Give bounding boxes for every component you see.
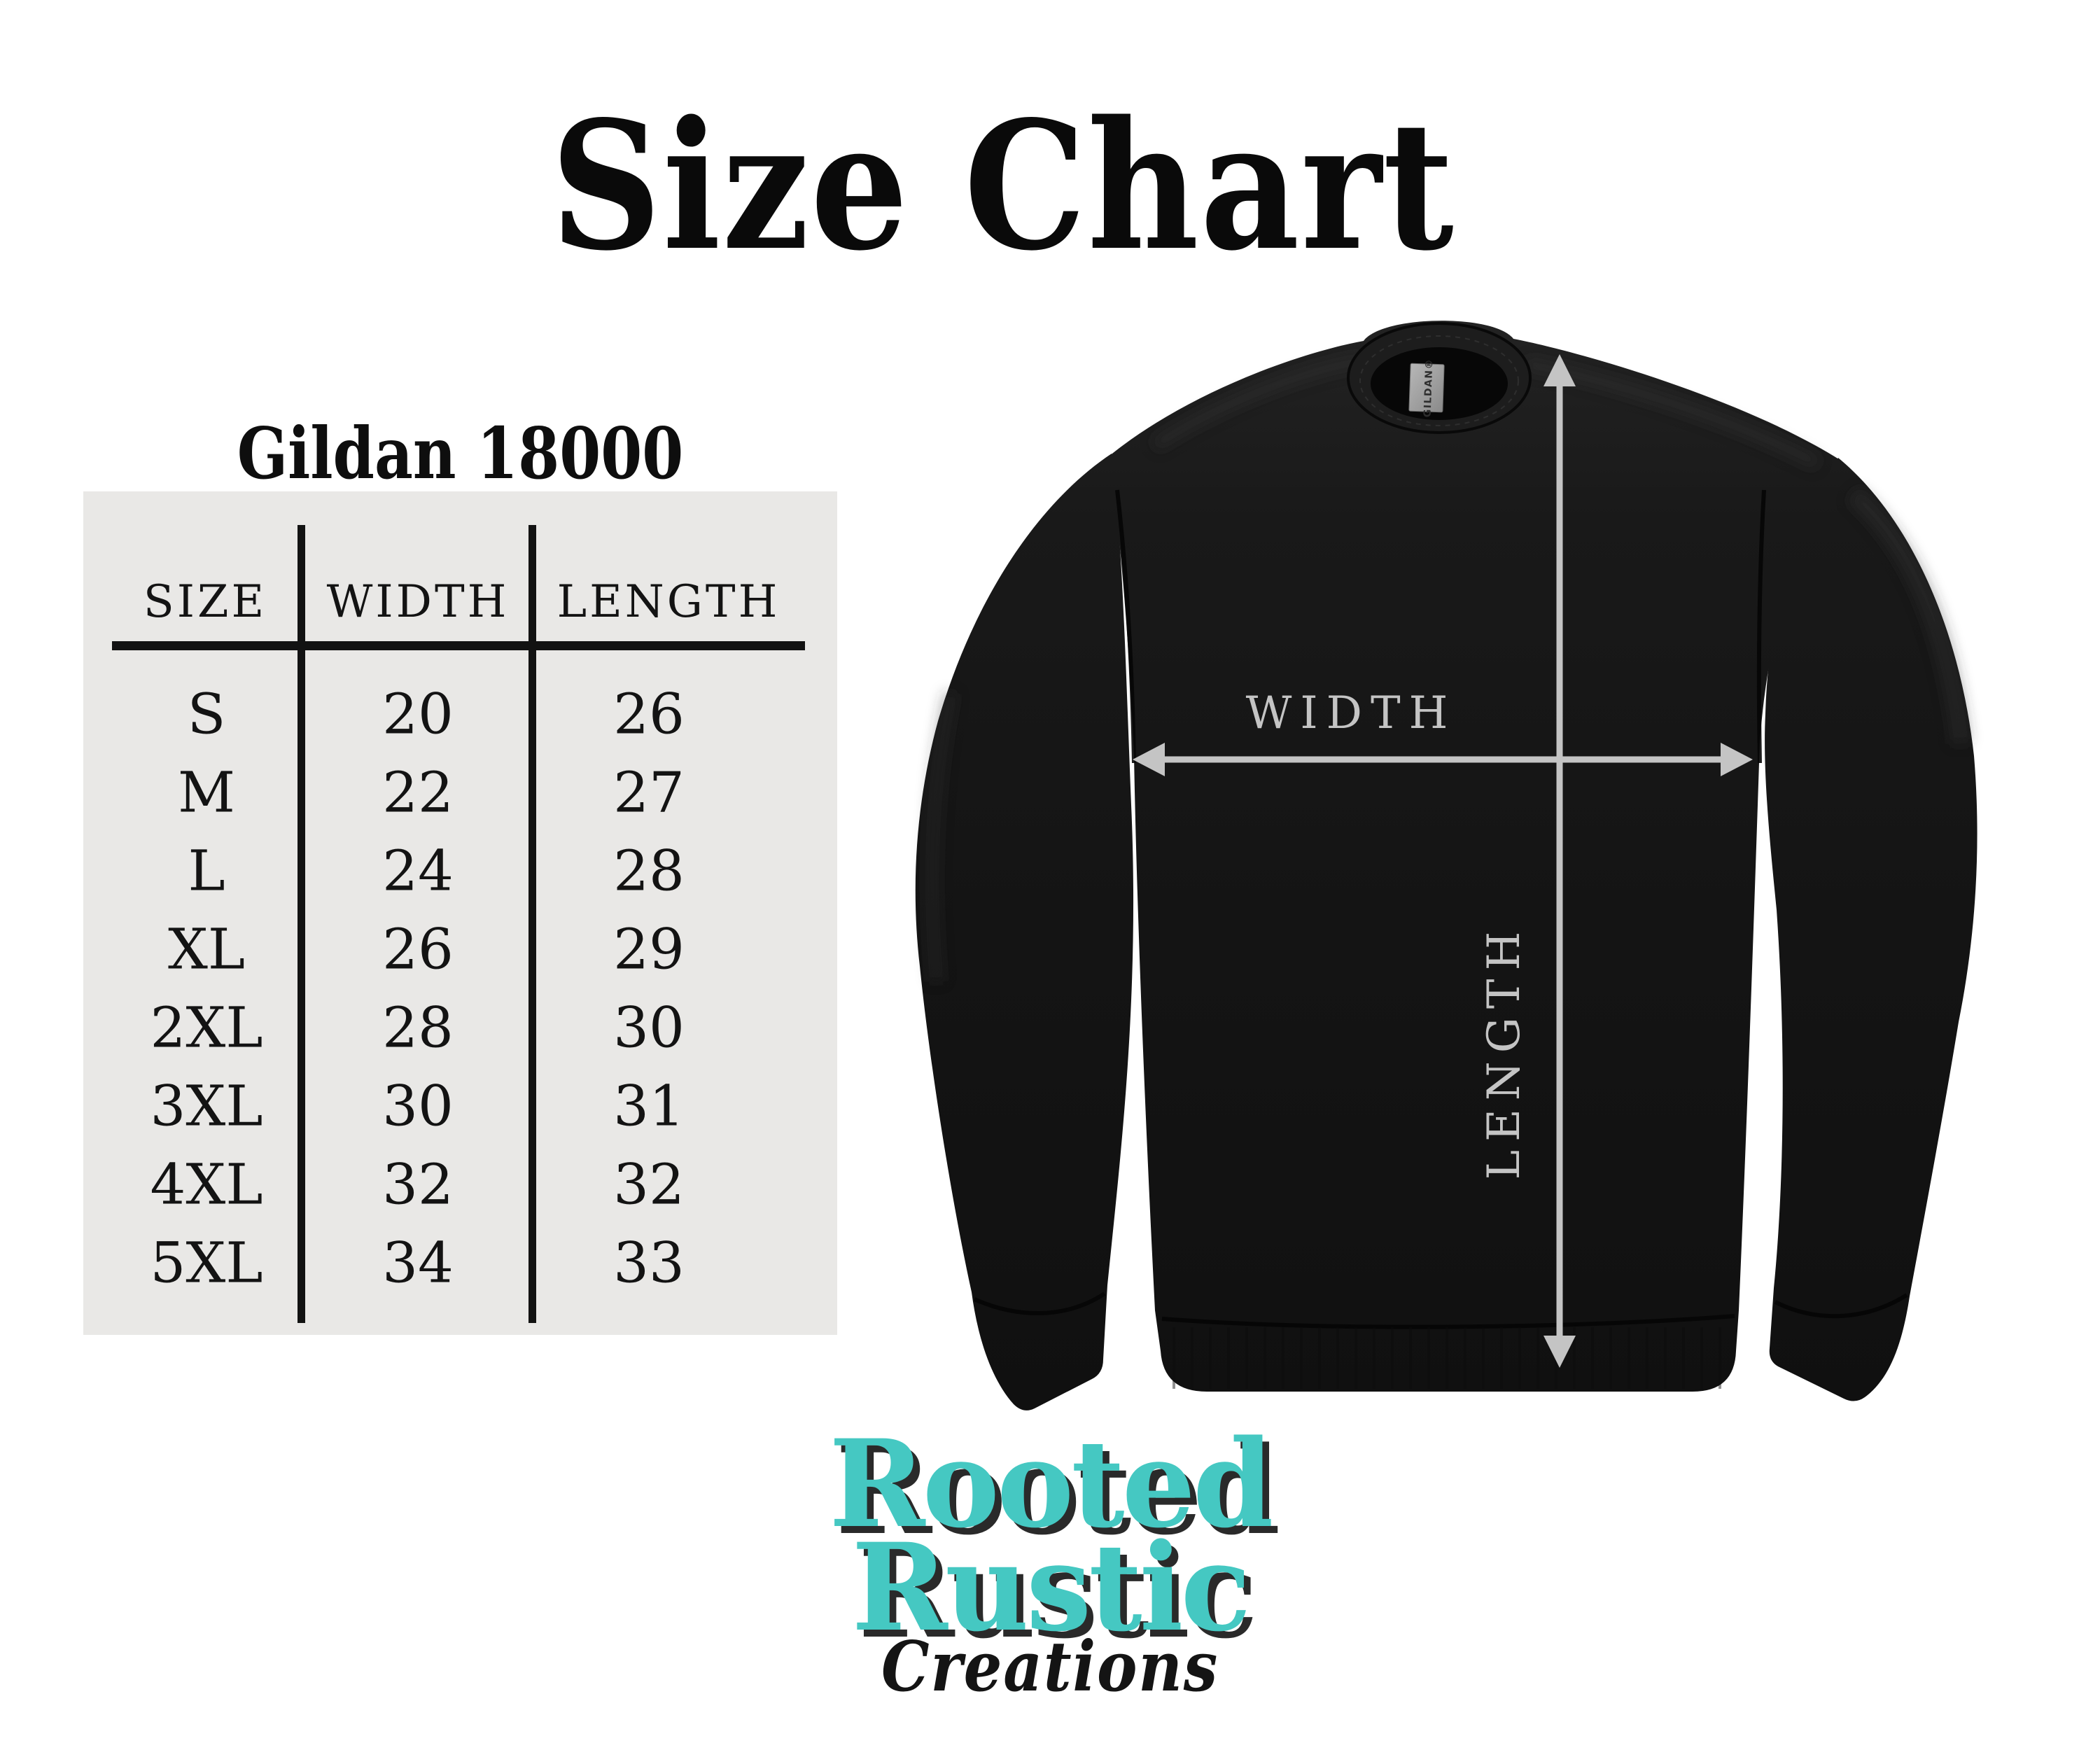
column-header-length: LENGTH [556, 576, 780, 628]
length-cell: 26 [613, 681, 685, 747]
waistband-ribbing [1166, 1327, 1732, 1389]
table-row: L 24 28 [83, 832, 837, 910]
size-cell: S [187, 681, 226, 747]
length-cell: 30 [613, 995, 685, 1060]
table-row: XL 26 29 [83, 910, 837, 988]
size-cell: 3XL [150, 1073, 263, 1139]
neck-tag: GILDAN® [1408, 358, 1445, 418]
brand-logo-line-3: Creations [881, 1627, 1219, 1707]
gildan-tag-label: GILDAN® [1422, 358, 1436, 418]
width-cell: 32 [382, 1152, 454, 1217]
table-row: M 22 27 [83, 753, 837, 832]
page-title: Size Chart [550, 83, 1455, 290]
table-column-divider [298, 525, 305, 1323]
width-cell: 24 [382, 838, 454, 904]
size-cell: 2XL [150, 995, 263, 1060]
seam-lines [973, 489, 1908, 1329]
sweatshirt-body [1109, 321, 1841, 1392]
table-column-divider [528, 525, 536, 1323]
size-cell: M [178, 760, 235, 825]
size-cell: 5XL [150, 1230, 263, 1296]
collar-stitching [1359, 335, 1519, 426]
width-label: WIDTH [1246, 687, 1457, 739]
sweatshirt-left-sleeve [915, 454, 1134, 1410]
width-cell: 28 [382, 995, 454, 1060]
length-cell: 31 [613, 1073, 685, 1139]
length-cell: 32 [613, 1152, 685, 1217]
size-cell: XL [167, 916, 246, 982]
table-header-rule [112, 641, 805, 650]
brand-logo-line-2: Rustic [851, 1516, 1252, 1658]
table-heading: Gildan 18000 [237, 412, 684, 495]
length-arrow [1544, 354, 1576, 1368]
sweatshirt-illustration: GILDAN® WIDTH LENGTH [915, 321, 1977, 1410]
width-cell: 20 [382, 681, 454, 747]
table-row: 3XL 30 31 [83, 1067, 837, 1145]
table-row: 2XL 28 30 [83, 988, 837, 1067]
length-cell: 28 [613, 838, 685, 904]
brand-logo-line-1: Rooted [829, 1413, 1273, 1555]
fabric-highlights [925, 355, 1970, 982]
column-header-size: SIZE [143, 576, 267, 628]
size-cell: 4XL [150, 1152, 263, 1217]
column-header-width: WIDTH [326, 576, 510, 628]
width-cell: 34 [382, 1230, 454, 1296]
length-cell: 29 [613, 916, 685, 982]
width-cell: 30 [382, 1073, 454, 1139]
length-label: LENGTH [1478, 923, 1530, 1180]
width-cell: 22 [382, 760, 454, 825]
length-cell: 33 [613, 1230, 685, 1296]
table-row: 5XL 34 33 [83, 1224, 837, 1302]
width-arrow [1133, 743, 1753, 776]
sweatshirt-right-sleeve [1765, 458, 1977, 1401]
length-cell: 27 [613, 760, 685, 825]
size-cell: L [188, 838, 225, 904]
table-row: 4XL 32 32 [83, 1145, 837, 1224]
table-row: S 20 26 [83, 675, 837, 753]
width-cell: 26 [382, 916, 454, 982]
size-table-panel: SIZE WIDTH LENGTH S 20 26 M 22 27 L 24 2… [83, 491, 837, 1335]
